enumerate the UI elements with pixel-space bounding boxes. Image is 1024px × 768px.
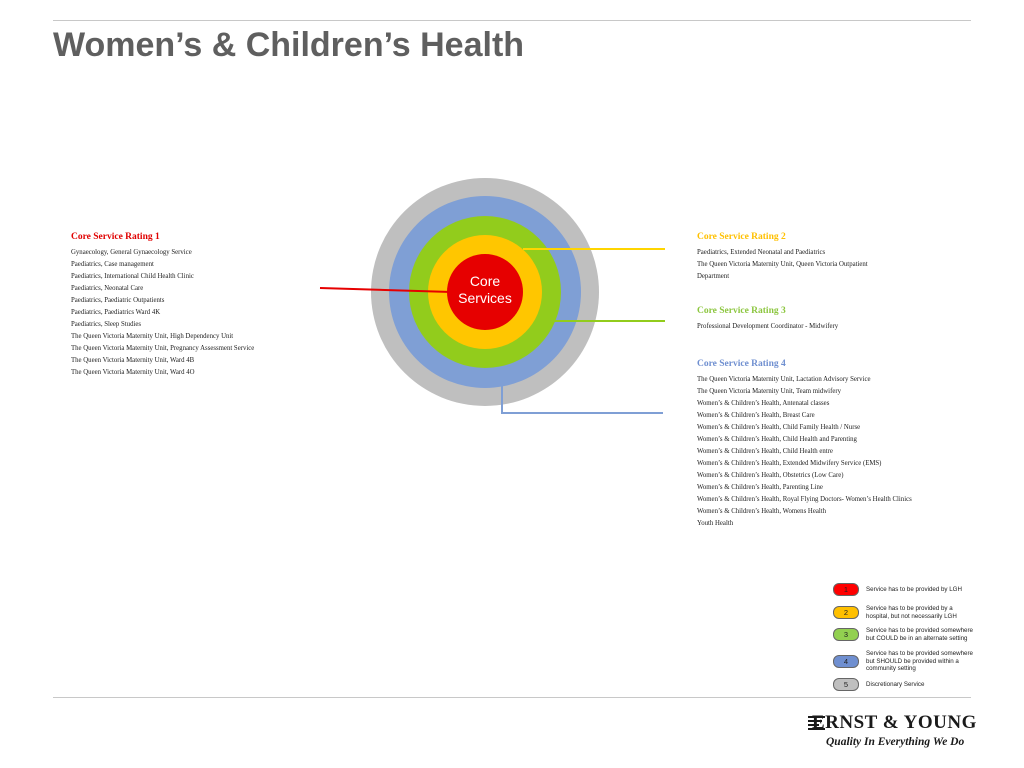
rating-3-list: Professional Development Coordinator - M…	[697, 321, 838, 333]
list-item: Women’s & Children’s Health, Child Healt…	[697, 448, 833, 455]
rating-4-group: Core Service Rating 4 The Queen Victoria…	[697, 359, 912, 530]
rating-3-heading: Core Service Rating 3	[697, 306, 786, 316]
list-item: Paediatrics, Extended Neonatal and Paedi…	[697, 249, 826, 256]
list-item: Women’s & Children’s Health, Child Healt…	[697, 436, 857, 443]
list-item: The Queen Victoria Maternity Unit, Pregn…	[71, 345, 255, 352]
connector-rating-1	[319, 287, 452, 293]
list-item: Paediatrics, Paediatric Outpatients	[71, 297, 165, 304]
list-item: The Queen Victoria Maternity Unit, High …	[71, 333, 234, 340]
list-item: Youth Health	[697, 520, 734, 527]
list-item: Paediatrics, Case management	[71, 261, 154, 268]
rating-1-group: Core Service Rating 1 Gynaecology, Gener…	[71, 232, 254, 379]
list-item: Women’s & Children’s Health, Extended Mi…	[697, 460, 882, 467]
legend-text-2: Service has to be provided by a hospital…	[866, 605, 957, 620]
top-divider	[53, 20, 971, 21]
core-label-line2: Services	[458, 290, 512, 306]
legend-row-2: 2 Service has to be provided by a hospit…	[833, 605, 974, 620]
list-item: Women’s & Children’s Health, Parenting L…	[697, 484, 823, 491]
legend-text-3: Service has to be provided somewhere but…	[866, 627, 973, 642]
list-item: The Queen Victoria Maternity Unit, Lacta…	[697, 376, 871, 383]
rating-2-heading: Core Service Rating 2	[697, 232, 786, 242]
rating-4-list: The Queen Victoria Maternity Unit, Lacta…	[697, 374, 912, 530]
list-item: Paediatrics, Neonatal Care	[71, 285, 144, 292]
rating-4-heading: Core Service Rating 4	[697, 359, 786, 369]
brand-tagline: Quality In Everything We Do	[826, 736, 965, 748]
rating-1-heading: Core Service Rating 1	[71, 232, 160, 242]
legend-row-1: 1 Service has to be provided by LGH	[833, 583, 974, 596]
legend-row-4: 4 Service has to be provided somewhere b…	[833, 650, 974, 673]
list-item: Women’s & Children’s Health, Child Famil…	[697, 424, 861, 431]
core-label-line1: Core	[470, 273, 501, 289]
brand-name-row: ERNST & YOUNG	[808, 712, 977, 734]
legend-row-5: 5 Discretionary Service	[833, 678, 974, 691]
ring-core	[447, 254, 523, 330]
connector-rating-4	[501, 385, 663, 414]
bottom-divider	[53, 697, 971, 698]
list-item: Women’s & Children’s Health, Womens Heal…	[697, 508, 827, 515]
list-item: Paediatrics, Sleep Studies	[71, 321, 142, 328]
list-item: Professional Development Coordinator - M…	[697, 323, 839, 330]
list-item: Paediatrics, Paediatrics Ward 4K	[71, 309, 161, 316]
brand-block: ERNST & YOUNG Quality In Everything We D…	[808, 712, 977, 748]
list-item: The Queen Victoria Maternity Unit, Ward …	[71, 369, 195, 376]
list-item: Women’s & Children’s Health, Obstetrics …	[697, 472, 844, 479]
legend-badge-4: 4	[833, 654, 859, 668]
list-item: Women’s & Children’s Health, Breast Care	[697, 412, 815, 419]
legend-badge-5: 5	[833, 678, 859, 691]
rating-1-list: Gynaecology, General Gynaecology Service…	[71, 247, 254, 379]
list-item: Women’s & Children’s Health, Antenatal c…	[697, 400, 830, 407]
rating-3-group: Core Service Rating 3 Professional Devel…	[697, 306, 838, 333]
list-item: The Queen Victoria Maternity Unit, Queen…	[697, 261, 868, 280]
legend-badge-3: 3	[833, 628, 859, 641]
list-item: The Queen Victoria Maternity Unit, Team …	[697, 388, 842, 395]
legend-text-4: Service has to be provided somewhere but…	[866, 650, 973, 672]
legend-badge-2: 2	[833, 606, 859, 619]
legend-row-3: 3 Service has to be provided somewhere b…	[833, 627, 974, 642]
rating-2-list: Paediatrics, Extended Neonatal and Paedi…	[697, 247, 897, 283]
legend-text-1: Service has to be provided by LGH	[866, 585, 962, 593]
brand-name: ERNST & YOUNG	[812, 712, 977, 733]
legend-badge-1: 1	[833, 583, 859, 596]
rating-2-group: Core Service Rating 2 Paediatrics, Exten…	[697, 232, 897, 283]
legend: 1 Service has to be provided by LGH 2 Se…	[833, 583, 983, 693]
list-item: The Queen Victoria Maternity Unit, Ward …	[71, 357, 195, 364]
page-title: Women’s & Children’s Health	[53, 26, 525, 64]
list-item: Gynaecology, General Gynaecology Service	[71, 249, 192, 256]
list-item: Paediatrics, International Child Health …	[71, 273, 194, 280]
list-item: Women’s & Children’s Health, Royal Flyin…	[697, 496, 912, 503]
legend-text-5: Discretionary Service	[866, 680, 925, 688]
